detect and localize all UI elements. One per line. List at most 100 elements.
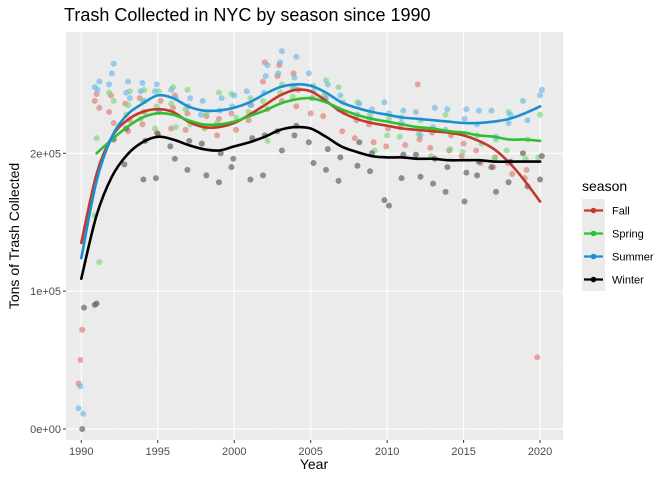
point-spring: [110, 97, 117, 104]
point-summer: [277, 59, 284, 66]
legend-title: season: [582, 178, 627, 194]
point-summer: [507, 111, 514, 118]
point-summer: [475, 107, 482, 114]
x-tick-label: 1990: [69, 446, 93, 458]
point-spring: [537, 111, 544, 118]
point-winter: [474, 172, 481, 179]
point-winter: [381, 197, 388, 204]
point-fall: [168, 125, 175, 132]
point-winter: [367, 168, 374, 175]
point-summer: [126, 95, 133, 102]
point-fall: [383, 143, 390, 150]
point-spring: [152, 125, 159, 132]
point-spring: [259, 97, 266, 104]
legend-label-spring: Spring: [612, 229, 644, 241]
point-winter: [337, 154, 344, 161]
point-summer: [152, 88, 159, 95]
point-spring: [385, 115, 392, 122]
point-spring: [447, 146, 454, 153]
point-fall: [91, 97, 98, 104]
point-spring: [215, 89, 222, 96]
point-fall: [96, 104, 103, 111]
chart-title: Trash Collected in NYC by season since 1…: [64, 5, 431, 25]
point-spring: [93, 135, 100, 142]
point-summer: [91, 84, 98, 91]
legend-label-winter: Winter: [612, 275, 644, 287]
point-spring: [184, 86, 191, 93]
point-summer: [75, 405, 82, 412]
legend-label-summer: Summer: [612, 252, 654, 264]
point-summer: [461, 115, 468, 122]
point-spring: [233, 114, 240, 121]
point-winter: [291, 132, 298, 139]
point-summer: [108, 70, 115, 77]
point-summer: [381, 99, 388, 106]
point-winter: [215, 179, 222, 186]
point-winter: [152, 175, 159, 182]
point-fall: [228, 110, 235, 117]
point-spring: [442, 111, 449, 118]
point-fall: [106, 108, 113, 115]
point-winter: [217, 150, 224, 157]
point-summer: [524, 117, 531, 124]
point-spring: [503, 147, 510, 154]
y-axis: 0e+00 1e+05 2e+05: [30, 148, 66, 436]
x-tick-label: 2005: [298, 446, 322, 458]
point-fall: [370, 139, 377, 146]
point-spring: [96, 259, 103, 266]
point-spring: [289, 93, 296, 100]
point-summer: [488, 107, 495, 114]
point-summer: [199, 97, 206, 104]
point-spring: [367, 111, 374, 118]
point-fall: [320, 113, 327, 120]
point-winter: [493, 188, 500, 195]
point-fall: [259, 78, 266, 85]
point-fall: [427, 144, 434, 151]
y-axis-title: Tons of Trash Collected: [6, 163, 22, 309]
point-fall: [214, 132, 221, 139]
point-fall: [293, 103, 300, 110]
point-winter: [519, 150, 526, 157]
point-summer: [77, 383, 84, 390]
point-winter: [259, 172, 266, 179]
point-winter: [247, 176, 254, 183]
point-summer: [125, 78, 132, 85]
point-spring: [264, 137, 271, 144]
point-winter: [171, 155, 178, 162]
point-spring: [106, 89, 113, 96]
point-winter: [81, 304, 88, 311]
point-winter: [417, 173, 424, 180]
point-fall: [307, 110, 314, 117]
point-winter: [537, 176, 544, 183]
point-fall: [110, 119, 117, 126]
point-fall: [79, 326, 86, 333]
point-summer: [153, 81, 160, 88]
point-spring: [168, 100, 175, 107]
point-fall: [77, 357, 84, 364]
point-winter: [430, 180, 437, 187]
point-summer: [218, 95, 225, 102]
point-summer: [275, 70, 282, 77]
point-winter: [538, 153, 545, 160]
point-winter: [463, 169, 470, 176]
point-summer: [400, 107, 407, 114]
point-winter: [198, 140, 205, 147]
point-winter: [167, 143, 174, 150]
point-summer: [123, 89, 130, 96]
point-winter: [322, 166, 329, 173]
point-fall: [509, 170, 516, 177]
point-fall: [473, 147, 480, 154]
point-fall: [182, 126, 189, 133]
x-axis: 1990 1995 2000 2005 2010 2015 2020: [69, 440, 552, 458]
point-fall: [139, 121, 146, 128]
point-summer: [106, 81, 113, 88]
point-fall: [534, 354, 541, 361]
point-summer: [431, 104, 438, 111]
point-winter: [385, 202, 392, 209]
point-fall: [414, 81, 421, 88]
point-fall: [339, 128, 346, 135]
point-spring: [125, 102, 132, 109]
smooth-lines: [80, 82, 542, 280]
point-summer: [168, 86, 175, 93]
